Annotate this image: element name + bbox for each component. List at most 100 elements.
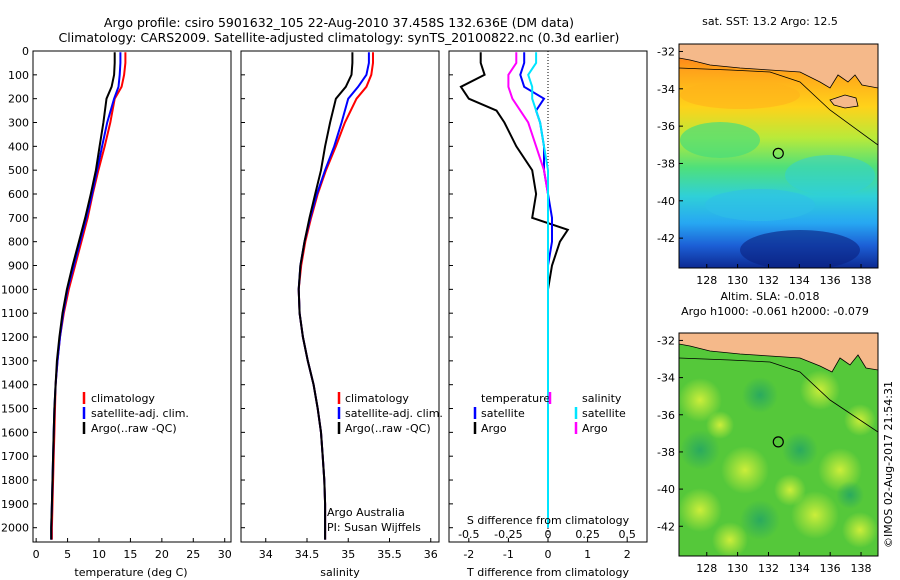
depth-tick-label: 300 xyxy=(8,117,29,130)
legend-salinity-heading: salinity xyxy=(582,392,622,405)
sla-anomaly-blob xyxy=(774,474,806,506)
sla-anomaly-blob xyxy=(782,432,818,468)
land-coast xyxy=(679,44,878,89)
difference-panel: -2 -1 0 1 2 -0.5 -0.25 0 0.25 0.5 S difference f… xyxy=(448,50,648,579)
lat-tick-label: -32 xyxy=(657,45,675,58)
depth-tick-label: 1200 xyxy=(1,331,29,344)
x-tick-label: 1 xyxy=(584,548,591,561)
depth-tick-label: 700 xyxy=(8,212,29,225)
lon-tick-label: 138 xyxy=(851,274,872,287)
credit-line2: PI: Susan Wijffels xyxy=(327,521,421,534)
sla-anomaly-blob xyxy=(791,491,839,539)
x2-tick-label: -0.5 xyxy=(458,528,479,541)
lon-tick-label: 136 xyxy=(820,562,841,575)
depth-tick-label: 200 xyxy=(8,93,29,106)
x2-tick-label: 0.5 xyxy=(618,528,636,541)
sla-anomaly-blob xyxy=(706,411,734,439)
lat-tick-label: -38 xyxy=(657,157,675,170)
depth-tick-label: 1800 xyxy=(1,474,29,487)
legend-climatology-label: climatology xyxy=(91,392,155,405)
x-tick-label: 10 xyxy=(92,548,106,561)
sla-anomaly-blob xyxy=(679,378,722,422)
depth-tick-label: 500 xyxy=(8,164,29,177)
sla-anomaly-blob xyxy=(836,481,864,509)
x-tick-label: 34 xyxy=(259,548,273,561)
x-tick-label: 35 xyxy=(341,548,355,561)
sst-map: sat. SST: 13.2 Argo: 12.5 -32 -34 -36 -38 -4… xyxy=(657,15,879,287)
x-tick-label: -2 xyxy=(463,548,474,561)
x-tick-label: 0 xyxy=(545,548,552,561)
depth-tick-label: 1500 xyxy=(1,403,29,416)
legend-satellite-label: satellite-adj. clim. xyxy=(345,407,443,420)
profile-location-marker xyxy=(772,436,784,448)
temperature-axis-label: temperature (deg C) xyxy=(74,566,187,579)
temperature-panel: 0100200300400500600700800900100011001200… xyxy=(1,45,232,579)
sla-map-title1: Altim. SLA: -0.018 xyxy=(720,290,819,303)
x-tick-label: 34.5 xyxy=(295,548,320,561)
temperature-legend: climatology satellite-adj. clim. Argo(..… xyxy=(82,392,189,435)
depth-tick-label: 1300 xyxy=(1,355,29,368)
sst-map-title: sat. SST: 13.2 Argo: 12.5 xyxy=(702,15,838,28)
lon-tick-label: 134 xyxy=(789,562,810,575)
depth-tick-label: 1900 xyxy=(1,498,29,511)
x-tick-label: 5 xyxy=(64,548,71,561)
sla-anomaly-blob xyxy=(818,448,862,492)
x2-tick-label: 0 xyxy=(545,528,552,541)
depth-tick-label: 100 xyxy=(8,69,29,82)
legend-t-satellite-label: satellite xyxy=(481,407,525,420)
x-tick-label: -1 xyxy=(503,548,514,561)
credit-line1: Argo Australia xyxy=(327,506,405,519)
shelf-contour xyxy=(679,357,878,433)
land-coast xyxy=(679,333,878,373)
lat-tick-label: -32 xyxy=(657,334,675,347)
depth-tick-label: 1100 xyxy=(1,307,29,320)
depth-tick-label: 1700 xyxy=(1,450,29,463)
salinity-panel: 34 34.5 35 35.5 36 salinity climatology sate… xyxy=(240,50,443,579)
x2-tick-label: -0.25 xyxy=(494,528,522,541)
sla-anomaly-blob xyxy=(800,370,840,410)
sla-map: Altim. SLA: -0.018 Argo h1000: -0.061 h2… xyxy=(657,290,879,575)
legend-argo-label: Argo(..raw -QC) xyxy=(345,422,431,435)
x2-tick-label: 0.25 xyxy=(575,528,600,541)
lat-tick-label: -38 xyxy=(657,446,675,459)
legend-temperature-heading: temperature xyxy=(481,392,550,405)
x-tick-label: 35.5 xyxy=(377,548,402,561)
island xyxy=(829,94,859,109)
x-tick-label: 0 xyxy=(33,548,40,561)
sla-map-title2: Argo h1000: -0.061 h2000: -0.079 xyxy=(681,305,869,318)
depth-tick-label: 1000 xyxy=(1,283,29,296)
salinity-legend: climatology satellite-adj. clim. Argo(..… xyxy=(337,392,443,435)
x-tick-label: 20 xyxy=(155,548,169,561)
series-line-3 xyxy=(50,52,116,540)
x-tick-label: 25 xyxy=(186,548,200,561)
lon-tick-label: 128 xyxy=(696,274,717,287)
x-tick-label: 30 xyxy=(218,548,232,561)
lat-tick-label: -34 xyxy=(657,83,675,96)
lon-tick-label: 134 xyxy=(789,274,810,287)
figure-title-line2: Climatology: CARS2009. Satellite-adjuste… xyxy=(59,30,620,45)
legend-climatology-label: climatology xyxy=(345,392,409,405)
legend-s-argo-label: Argo xyxy=(582,422,608,435)
difference-legend: temperature satellite Argo salinity sate… xyxy=(473,392,626,435)
sla-anomaly-blob xyxy=(842,512,878,548)
lon-tick-label: 132 xyxy=(758,562,779,575)
lat-tick-label: -42 xyxy=(657,232,675,245)
t-difference-axis-label: T difference from climatology xyxy=(466,566,629,579)
x-tick-label: 15 xyxy=(123,548,137,561)
depth-tick-label: 800 xyxy=(8,236,29,249)
lon-tick-label: 136 xyxy=(820,274,841,287)
sla-anomaly-blob xyxy=(740,500,780,540)
lat-tick-label: -36 xyxy=(657,120,675,133)
lon-tick-label: 130 xyxy=(727,562,748,575)
depth-tick-label: 600 xyxy=(8,188,29,201)
legend-satellite-label: satellite-adj. clim. xyxy=(91,407,189,420)
figure-title-line1: Argo profile: csiro 5901632_105 22-Aug-2… xyxy=(104,15,574,30)
depth-tick-label: 1600 xyxy=(1,426,29,439)
lon-tick-label: 130 xyxy=(727,274,748,287)
s-difference-axis-label: S difference from climatology xyxy=(467,514,630,527)
lat-tick-label: -34 xyxy=(657,372,675,385)
lat-tick-label: -42 xyxy=(657,520,675,533)
shelf-contour xyxy=(679,67,878,146)
lat-tick-label: -40 xyxy=(657,483,675,496)
